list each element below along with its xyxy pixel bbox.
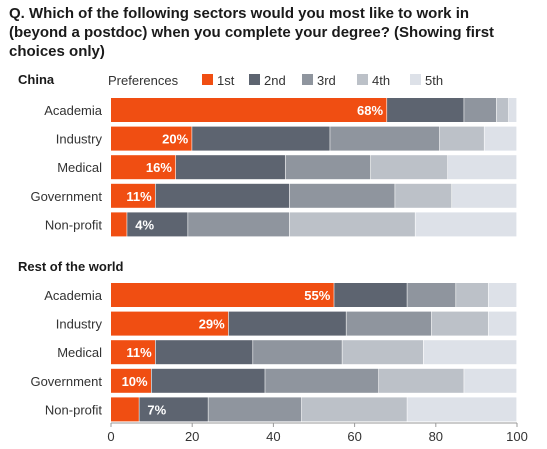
legend-swatch xyxy=(302,74,313,85)
bar-segment xyxy=(111,126,192,151)
bar-segment xyxy=(456,283,488,307)
bar-segment xyxy=(439,126,484,151)
bar-segment xyxy=(508,98,517,122)
bar-segment xyxy=(447,155,517,180)
legend-label: 2nd xyxy=(264,73,286,88)
bar-segment xyxy=(192,126,330,151)
category-label: Government xyxy=(30,189,102,204)
bar-segment xyxy=(111,397,139,422)
legend-title: Preferences xyxy=(108,73,179,88)
category-label: Non-profit xyxy=(45,402,102,417)
bar-segment xyxy=(188,212,290,237)
bar-segment xyxy=(253,340,342,365)
bar-segment xyxy=(378,368,464,393)
bar-segment xyxy=(151,368,265,393)
bar-segment xyxy=(415,212,517,237)
data-label: 16% xyxy=(146,160,172,175)
x-tick-label: 60 xyxy=(347,429,361,444)
bar-segment xyxy=(111,283,334,307)
bar-segment xyxy=(265,368,379,393)
x-tick-label: 80 xyxy=(429,429,443,444)
bar-segment xyxy=(289,183,395,208)
bar-segment xyxy=(488,283,517,307)
category-label: Government xyxy=(30,374,102,389)
bar-segment xyxy=(208,397,302,422)
legend-label: 5th xyxy=(425,73,443,88)
bar-segment xyxy=(111,311,229,336)
bar-segment xyxy=(342,340,424,365)
data-label: 68% xyxy=(357,103,383,118)
data-label: 4% xyxy=(135,217,154,232)
bar-segment xyxy=(111,155,176,180)
x-tick-label: 100 xyxy=(506,429,528,444)
bar-segment xyxy=(346,311,432,336)
bar-segment xyxy=(395,183,452,208)
category-label: Medical xyxy=(57,345,102,360)
category-label: Academia xyxy=(44,103,103,118)
category-label: Industry xyxy=(56,317,103,332)
legend-label: 1st xyxy=(217,73,235,88)
category-label: Academia xyxy=(44,288,103,303)
legend-swatch xyxy=(202,74,213,85)
legend-swatch xyxy=(410,74,421,85)
category-label: Non-profit xyxy=(45,217,102,232)
group-label: Rest of the world xyxy=(18,259,124,274)
bar-segment xyxy=(285,155,371,180)
bar-segment xyxy=(111,212,127,237)
bar-segment xyxy=(464,368,517,393)
bar-segment xyxy=(496,98,509,122)
bar-segment xyxy=(127,212,188,237)
legend-swatch xyxy=(357,74,368,85)
x-tick-label: 20 xyxy=(185,429,199,444)
chart-title: Q. Which of the following sectors would … xyxy=(9,5,495,60)
data-label: 29% xyxy=(199,317,225,332)
bar-segment xyxy=(387,98,464,122)
category-label: Medical xyxy=(57,160,102,175)
data-label: 10% xyxy=(122,374,148,389)
bar-segment xyxy=(488,311,517,336)
bar-segment xyxy=(452,183,517,208)
legend-swatch xyxy=(249,74,260,85)
data-label: 55% xyxy=(304,288,330,303)
bar-segment xyxy=(289,212,415,237)
bar-segment xyxy=(407,283,456,307)
bar-segment xyxy=(484,126,517,151)
bar-segment xyxy=(464,98,497,122)
category-label: Industry xyxy=(56,132,103,147)
data-label: 11% xyxy=(126,345,152,360)
legend-label: 3rd xyxy=(317,73,336,88)
bar-segment xyxy=(370,155,448,180)
bar-segment xyxy=(139,397,208,422)
bar-segment xyxy=(111,98,387,122)
bar-segment xyxy=(334,283,407,307)
legend-label: 4th xyxy=(372,73,390,88)
data-label: 20% xyxy=(162,132,188,147)
bar-segment xyxy=(423,340,517,365)
group-label: China xyxy=(18,72,55,87)
data-label: 11% xyxy=(126,189,152,204)
bar-segment xyxy=(301,397,407,422)
x-tick-label: 40 xyxy=(266,429,280,444)
bar-segment xyxy=(111,368,151,393)
bar-segment xyxy=(330,126,440,151)
x-tick-label: 0 xyxy=(107,429,114,444)
bar-segment xyxy=(175,155,285,180)
data-label: 7% xyxy=(147,402,166,417)
bar-segment xyxy=(111,340,156,365)
bar-segment xyxy=(431,311,488,336)
bar-segment xyxy=(155,183,290,208)
bar-segment xyxy=(228,311,346,336)
bar-segment xyxy=(155,340,253,365)
bar-segment xyxy=(111,183,156,208)
bar-segment xyxy=(407,397,517,422)
